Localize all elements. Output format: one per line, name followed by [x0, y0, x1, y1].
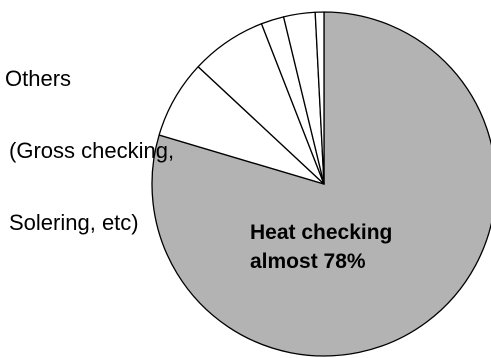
pie-slice-other-5: [314, 11, 325, 185]
pie-slices: [151, 11, 491, 357]
others-label-line3: Solering, etc): [9, 210, 139, 235]
others-label-line1: Others: [5, 66, 72, 91]
heat-checking-annotation: Heat checking almost 78%: [250, 218, 392, 276]
main-label-line1: Heat checking: [250, 221, 393, 244]
main-label-line2: almost 78%: [250, 250, 366, 273]
others-label-line2: (Gross checking,: [9, 138, 175, 163]
pie-slice-heat-checking: [151, 11, 491, 357]
others-annotation: Others (Gross checking, Solering, etc): [5, 19, 174, 259]
